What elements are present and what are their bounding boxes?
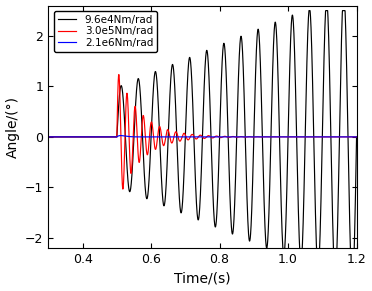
Line: 3.0e5Nm/rad: 3.0e5Nm/rad xyxy=(48,74,357,189)
3.0e5Nm/rad xyxy=(145,153,150,157)
9.6e4Nm/rad xyxy=(185,78,190,81)
3.0e5Nm/rad xyxy=(276,135,280,139)
3.0e5Nm/rad xyxy=(186,138,190,142)
3.0e5Nm/rad xyxy=(46,135,51,139)
2.1e6Nm/rad xyxy=(118,134,123,137)
9.6e4Nm/rad xyxy=(147,166,152,169)
9.6e4Nm/rad xyxy=(307,9,311,12)
3.0e5Nm/rad xyxy=(84,135,89,139)
2.1e6Nm/rad xyxy=(186,135,190,139)
X-axis label: Time/(s): Time/(s) xyxy=(174,272,231,285)
9.6e4Nm/rad xyxy=(276,67,280,70)
Legend: 9.6e4Nm/rad, 3.0e5Nm/rad, 2.1e6Nm/rad: 9.6e4Nm/rad, 3.0e5Nm/rad, 2.1e6Nm/rad xyxy=(54,11,157,52)
Line: 9.6e4Nm/rad: 9.6e4Nm/rad xyxy=(48,10,357,263)
2.1e6Nm/rad xyxy=(54,135,59,139)
3.0e5Nm/rad xyxy=(116,73,121,76)
9.6e4Nm/rad xyxy=(355,135,359,139)
3.0e5Nm/rad xyxy=(355,135,359,139)
2.1e6Nm/rad xyxy=(148,135,152,139)
2.1e6Nm/rad xyxy=(355,135,359,139)
Y-axis label: Angle/(°): Angle/(°) xyxy=(6,96,20,158)
Line: 2.1e6Nm/rad: 2.1e6Nm/rad xyxy=(48,136,357,137)
2.1e6Nm/rad xyxy=(84,135,89,139)
3.0e5Nm/rad xyxy=(54,135,59,139)
9.6e4Nm/rad xyxy=(84,135,89,139)
9.6e4Nm/rad xyxy=(46,135,51,139)
2.1e6Nm/rad xyxy=(276,135,280,139)
2.1e6Nm/rad xyxy=(145,135,150,139)
2.1e6Nm/rad xyxy=(46,135,51,139)
9.6e4Nm/rad xyxy=(54,135,59,139)
3.0e5Nm/rad xyxy=(121,187,125,191)
9.6e4Nm/rad xyxy=(145,197,149,200)
3.0e5Nm/rad xyxy=(148,128,152,132)
9.6e4Nm/rad xyxy=(315,261,320,265)
2.1e6Nm/rad xyxy=(140,135,144,139)
